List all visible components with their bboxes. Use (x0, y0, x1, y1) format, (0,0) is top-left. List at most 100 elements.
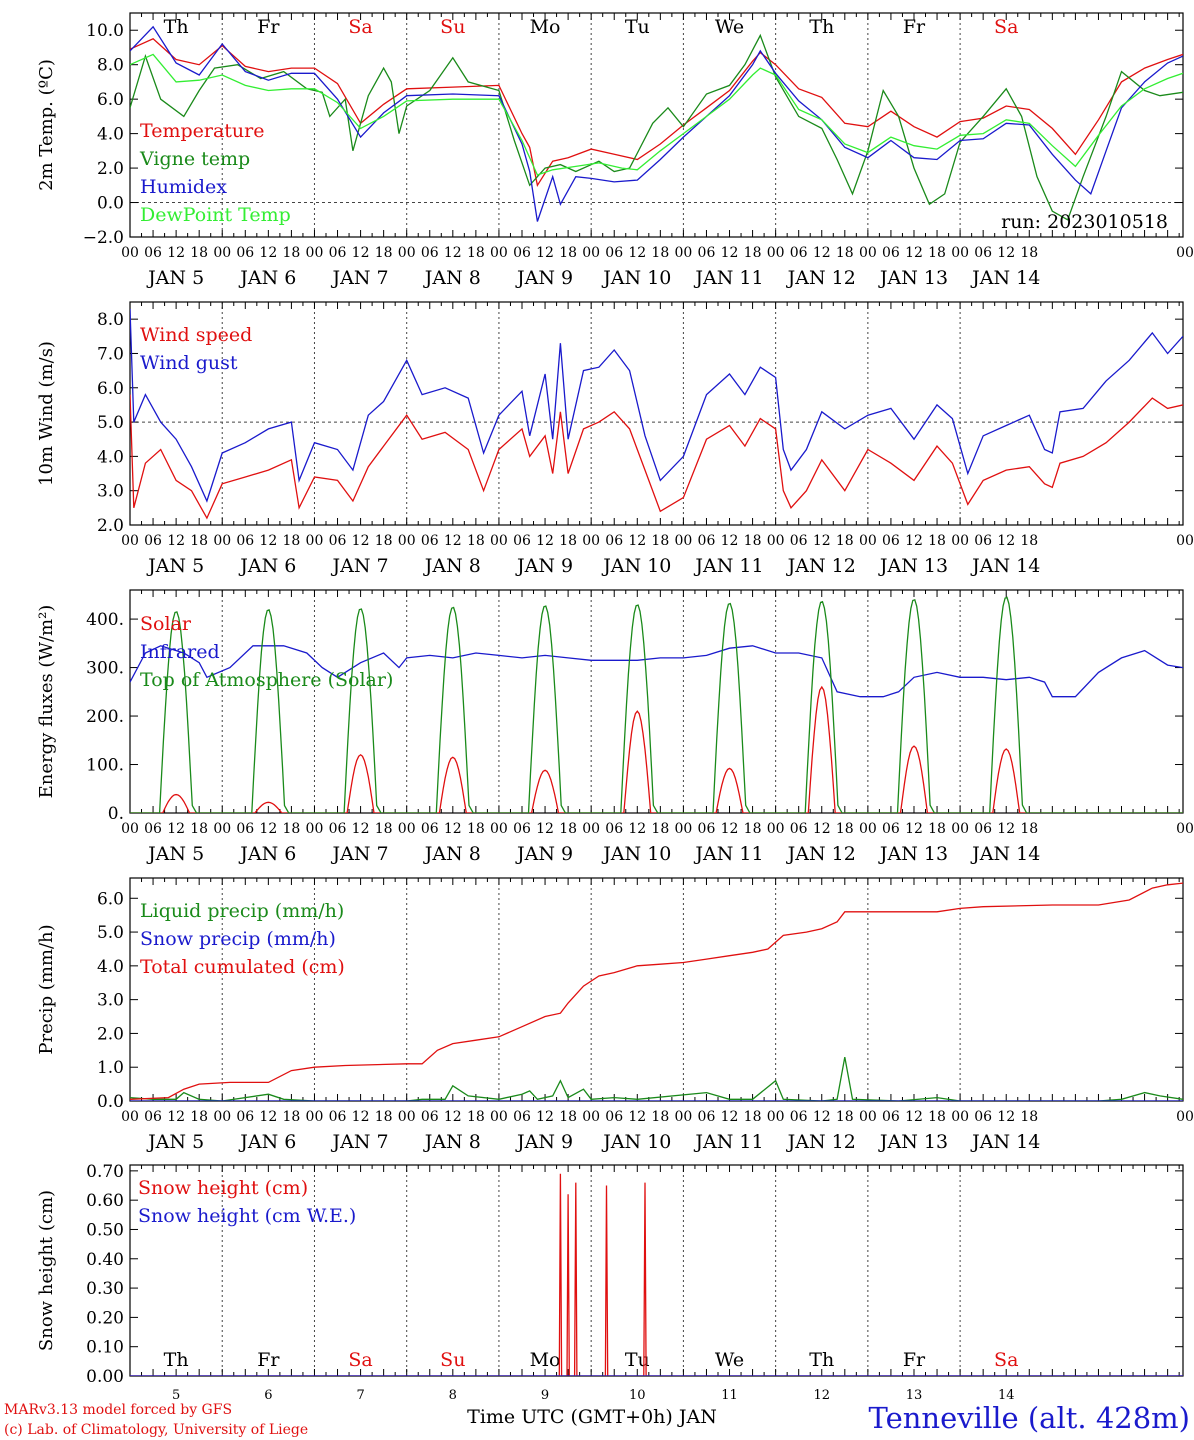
hour-tick-label: 06 (790, 245, 808, 261)
lab-credit: (c) Lab. of Climatology, University of L… (4, 1422, 308, 1438)
hour-tick-label: 00 (306, 821, 324, 837)
weekday-label: Tu (625, 16, 650, 38)
hour-tick-label: 06 (236, 821, 254, 837)
y-tick-label: 0.30 (86, 1279, 124, 1299)
day-number-label: 12 (813, 1388, 830, 1403)
hour-tick-label: 18 (928, 821, 946, 837)
hour-tick-label: 00 (582, 821, 600, 837)
date-label: JAN 8 (423, 843, 481, 865)
hour-tick-label: 00 (859, 245, 877, 261)
weekday-label: Su (440, 1349, 465, 1371)
hour-tick-label: 18 (467, 1109, 485, 1125)
y-tick-label: 2.0 (97, 159, 124, 179)
day-number-label: 10 (629, 1388, 646, 1403)
day-number-label: 11 (721, 1388, 738, 1403)
y-tick-label: 400. (86, 610, 124, 630)
day-number-label: 5 (172, 1388, 180, 1403)
hour-tick-label: 00 (213, 245, 231, 261)
hour-tick-label: 12 (444, 533, 462, 549)
y-axis-title: Precip (mm/h) (36, 924, 57, 1054)
date-label: JAN 9 (515, 843, 573, 865)
series-line-1-2 (130, 33, 1183, 221)
series-line-4-3 (130, 882, 1183, 1100)
y-tick-label: 0.00 (86, 1367, 124, 1387)
series-line-3-1 (130, 685, 1183, 813)
legend-entry: DewPoint Temp (140, 204, 291, 226)
hour-tick-label: 18 (744, 245, 762, 261)
series-group (130, 308, 1183, 520)
y-tick-label: 0. (108, 804, 124, 824)
weekday-label: Sa (994, 1349, 1018, 1371)
y-tick-label: 0.60 (86, 1191, 124, 1211)
y-tick-label: 1.0 (97, 1058, 124, 1078)
hour-tick-label: 18 (467, 533, 485, 549)
date-label: JAN 12 (786, 267, 856, 289)
station-label: Tenneville (alt. 428m) (869, 1401, 1191, 1435)
date-label: JAN 14 (970, 555, 1040, 577)
date-label: JAN 10 (601, 267, 671, 289)
y-tick-label: 5.0 (97, 923, 124, 943)
hour-tick-label: 12 (905, 533, 923, 549)
hour-tick-label: 00 (213, 533, 231, 549)
hour-tick-label: 18 (467, 821, 485, 837)
hour-tick-label: 06 (605, 821, 623, 837)
hour-tick-label: 00 (859, 821, 877, 837)
y-tick-label: 6.0 (97, 379, 124, 399)
hour-tick-label: 06 (698, 533, 716, 549)
hour-tick-label: 06 (421, 1109, 439, 1125)
legend-entry: Solar (140, 613, 192, 635)
hour-tick-label: 18 (836, 533, 854, 549)
y-tick-label: 0.20 (86, 1308, 124, 1328)
date-label: JAN 13 (878, 843, 948, 865)
hour-tick-label: 00 (306, 1109, 324, 1125)
hour-tick-label: 00 (767, 1109, 785, 1125)
hour-tick-label: 18 (190, 245, 208, 261)
y-tick-label: 2.0 (97, 1024, 124, 1044)
hour-tick-label: 06 (605, 245, 623, 261)
hour-tick-label: 06 (790, 533, 808, 549)
hour-tick-label: 00 (1176, 821, 1194, 837)
hour-tick-label: 00 (1176, 245, 1194, 261)
hour-tick-label: 00 (582, 1109, 600, 1125)
hour-tick-label: 18 (744, 533, 762, 549)
hour-tick-label: 06 (236, 533, 254, 549)
hour-tick-label: 00 (859, 1109, 877, 1125)
hour-tick-label: 12 (536, 821, 554, 837)
y-tick-label: 200. (86, 707, 124, 727)
hour-tick-label: 00 (306, 245, 324, 261)
hour-tick-label: 06 (236, 245, 254, 261)
series-line-3-3 (130, 596, 1183, 813)
legend-entry: Temperature (140, 120, 264, 142)
date-label: JAN 13 (878, 555, 948, 577)
panel-3: 0. 100. 200. 300. 400. Energy fluxes (W/m²) 00… (36, 589, 1194, 865)
hour-tick-label: 18 (928, 245, 946, 261)
hour-tick-label: 18 (651, 245, 669, 261)
date-label: JAN 5 (146, 555, 204, 577)
series-group (130, 25, 1183, 222)
time-axis-label: Time UTC (GMT+0h) JAN (467, 1406, 717, 1428)
legend-entry: Snow height (cm) (138, 1177, 308, 1199)
date-label: JAN 10 (601, 555, 671, 577)
hour-tick-label: 18 (559, 245, 577, 261)
y-tick-label: 10.0 (86, 21, 124, 41)
hour-tick-label: 06 (882, 821, 900, 837)
date-label: JAN 9 (515, 555, 573, 577)
date-label: JAN 8 (423, 267, 481, 289)
date-label: JAN 7 (331, 267, 389, 289)
hour-tick-label: 06 (421, 821, 439, 837)
date-label: JAN 5 (146, 843, 204, 865)
y-tick-label: 6.0 (97, 90, 124, 110)
hour-tick-label: 00 (121, 533, 139, 549)
date-label: JAN 12 (786, 1131, 856, 1153)
date-label: JAN 10 (601, 1131, 671, 1153)
plot-frame (129, 301, 1184, 526)
day-number-label: 13 (906, 1388, 923, 1403)
hour-tick-label: 00 (582, 245, 600, 261)
hour-tick-label: 12 (167, 533, 185, 549)
hour-tick-label: 06 (882, 1109, 900, 1125)
y-tick-label: 7.0 (97, 344, 124, 364)
hour-tick-label: 12 (721, 821, 739, 837)
y-tick-label: 0.0 (97, 1092, 124, 1112)
chart-panels: −2.0 0.0 2.0 4.0 6.0 8.0 10.0 2m Temp. (ºC) 00 06… (36, 12, 1194, 1403)
